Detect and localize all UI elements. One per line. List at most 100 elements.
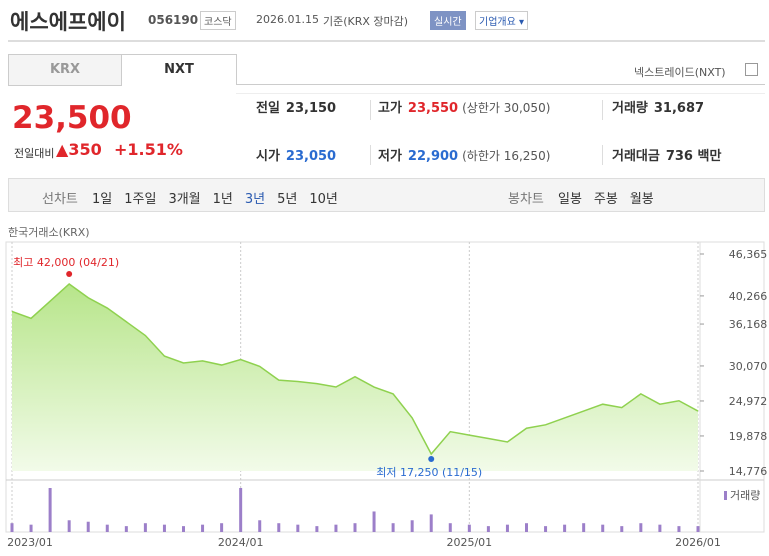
change-value: 350	[68, 140, 102, 159]
candle-chart-label: 봉차트	[508, 192, 544, 207]
volume-bar	[467, 524, 471, 532]
source: 한국거래소(KRX)	[8, 226, 90, 239]
period-item[interactable]: 1년	[212, 192, 233, 207]
volume-bar	[372, 511, 376, 532]
volume-bar	[48, 488, 52, 532]
change: ▲350	[56, 140, 102, 159]
volume-bar	[658, 524, 662, 532]
price: 23,500	[12, 100, 132, 136]
volume-bar	[124, 526, 128, 532]
stat-label: 거래량	[612, 101, 648, 116]
x-tick-label: 2026/01	[675, 536, 721, 549]
volume-bar	[410, 520, 414, 532]
stat: 고가 23,550 (상한가 30,050)	[378, 97, 550, 116]
stat-value: 22,900	[407, 149, 459, 164]
legend-label: 거래량	[730, 489, 760, 502]
volume-bar	[334, 524, 338, 532]
stock-name: 에스에프에이	[10, 10, 126, 34]
volume-bar	[582, 523, 586, 532]
nxt-icon[interactable]	[745, 63, 758, 76]
company-info[interactable]: 기업개요 ▾	[475, 11, 529, 30]
y-tick-label: 36,168	[729, 318, 768, 331]
volume-bar	[10, 523, 14, 532]
volume-bar	[296, 524, 300, 532]
tab[interactable]: KRX	[8, 54, 122, 86]
stat-value: 23,550	[407, 101, 459, 116]
volume-bar	[696, 526, 700, 532]
sep	[370, 145, 371, 165]
volume-bar	[162, 524, 166, 532]
y-tick-label: 14,776	[729, 465, 768, 478]
tab-line	[236, 84, 765, 85]
realtime-badge[interactable]: 실시간	[430, 11, 466, 30]
basis: 기준(KRX 장마감)	[323, 15, 409, 28]
y-tick-label: 30,070	[729, 360, 768, 373]
x-tick-label: 2024/01	[218, 536, 264, 549]
period-item[interactable]: 월봉	[629, 192, 654, 207]
change-label: 전일대비	[14, 147, 55, 160]
volume-bar	[639, 523, 643, 532]
divider	[8, 40, 765, 42]
sep	[602, 145, 603, 165]
stat: 저가 22,900 (하한가 16,250)	[378, 145, 550, 164]
volume-bar	[620, 526, 624, 532]
period-item[interactable]: 주봉	[593, 192, 618, 207]
period-item[interactable]: 3년	[244, 192, 266, 207]
change-pct: +1.51%	[114, 140, 183, 159]
volume-bar	[601, 524, 605, 532]
stat: 전일 23,150	[256, 97, 336, 116]
volume-bar	[143, 523, 147, 532]
stat-note: (하한가 16,250)	[462, 149, 551, 163]
volume-bar	[86, 521, 90, 532]
x-tick-label: 2023/01	[7, 536, 53, 549]
stat-value: 23,150	[285, 101, 337, 116]
stat-value: 31,687	[653, 101, 705, 116]
stats	[236, 93, 765, 172]
x-tick-label: 2025/01	[446, 536, 492, 549]
stat-label: 시가	[256, 149, 280, 164]
period-item[interactable]: 일봉	[558, 192, 582, 207]
volume-bar	[544, 526, 548, 532]
stat-value: 736 백만	[665, 149, 722, 164]
volume-bar	[391, 523, 395, 532]
volume-bar	[182, 526, 185, 532]
y-tick-label: 19,878	[729, 430, 768, 443]
stat-label: 전일	[256, 101, 280, 116]
volume-bar	[486, 526, 490, 532]
y-tick-label: 46,365	[729, 248, 768, 261]
volume-bar	[29, 524, 33, 532]
stat: 거래대금 736 백만	[612, 145, 721, 164]
plot-frame	[5, 241, 765, 533]
stat: 시가 23,050	[256, 145, 336, 164]
volume-bar	[201, 524, 205, 532]
low-marker	[428, 456, 435, 463]
high-annotation: 최고 42,000 (04/21)	[13, 256, 119, 269]
period-item[interactable]: 3개월	[168, 192, 201, 207]
volume-bar	[315, 526, 319, 532]
period-item[interactable]: 10년	[309, 192, 338, 207]
y-tick-label: 24,972	[729, 395, 768, 408]
market-badge: 코스닥	[200, 11, 236, 30]
volume-bar	[448, 523, 452, 532]
line-chart-label: 선차트	[42, 192, 78, 207]
date: 2026.01.15	[256, 13, 319, 26]
price-line	[11, 283, 699, 456]
volume-bar	[429, 514, 433, 532]
volume-bar	[277, 523, 281, 532]
sep	[602, 100, 603, 120]
tab[interactable]: NXT	[121, 54, 237, 85]
period-item[interactable]: 1주일	[124, 192, 157, 207]
nxt-label: 넥스트레이드(NXT)	[634, 66, 726, 79]
volume-bar	[239, 488, 243, 532]
stat-label: 거래대금	[612, 149, 660, 164]
period-item[interactable]: 5년	[277, 192, 298, 207]
sep	[370, 100, 371, 120]
company-info-label: 기업개요	[479, 17, 516, 28]
stat-label: 고가	[378, 101, 402, 116]
volume-bar	[67, 520, 71, 532]
stock-code: 056190	[148, 13, 199, 27]
volume-bar	[677, 526, 681, 532]
volume-bar	[563, 524, 567, 532]
y-tick-label: 40,266	[729, 290, 768, 303]
period-item[interactable]: 1일	[92, 192, 113, 207]
